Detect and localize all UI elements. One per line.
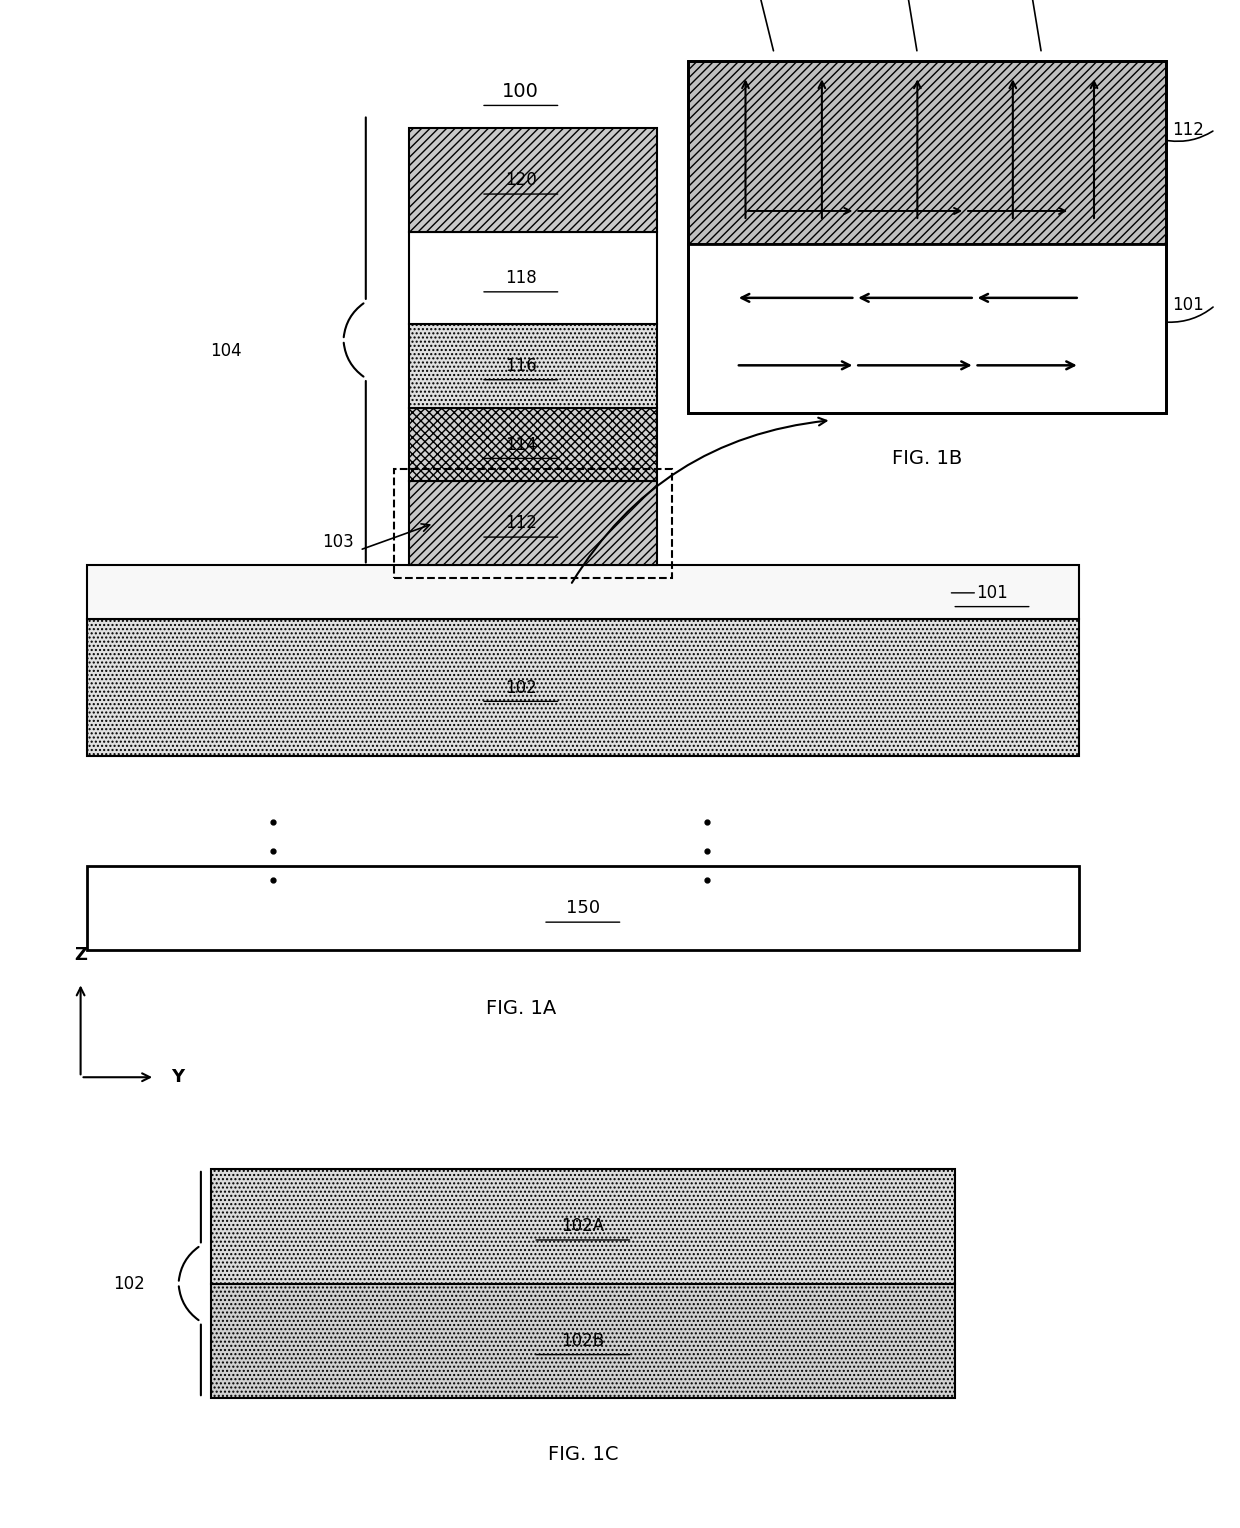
Text: FIG. 1A: FIG. 1A — [486, 999, 556, 1018]
Text: 116: 116 — [505, 358, 537, 374]
Bar — [409, 408, 657, 481]
Text: 102B: 102B — [562, 1332, 604, 1349]
Text: 102: 102 — [113, 1274, 145, 1293]
Bar — [409, 481, 657, 565]
Text: 101: 101 — [976, 584, 1008, 602]
Text: 103: 103 — [321, 533, 353, 552]
Text: 100: 100 — [502, 83, 539, 101]
Bar — [211, 1284, 955, 1398]
Bar — [409, 232, 657, 324]
Bar — [394, 469, 672, 578]
Text: 112: 112 — [505, 515, 537, 532]
Text: 102: 102 — [505, 678, 537, 697]
Bar — [211, 1169, 955, 1284]
Text: FIG. 1C: FIG. 1C — [548, 1445, 618, 1464]
Text: 104: 104 — [210, 342, 242, 361]
Text: FIG. 1B: FIG. 1B — [893, 449, 962, 468]
Bar — [87, 565, 1079, 619]
Bar — [688, 61, 1166, 244]
Text: 114: 114 — [505, 435, 537, 454]
Text: 101: 101 — [1172, 296, 1204, 315]
Text: 102A: 102A — [562, 1218, 604, 1235]
Text: 120: 120 — [505, 171, 537, 189]
Bar — [87, 866, 1079, 950]
Bar — [688, 244, 1166, 413]
Bar — [688, 61, 1166, 413]
Text: Y: Y — [171, 1068, 185, 1086]
Bar — [409, 324, 657, 408]
Bar — [87, 619, 1079, 756]
Text: Z: Z — [74, 946, 87, 964]
Bar — [409, 128, 657, 232]
Text: 112: 112 — [1172, 121, 1204, 139]
Text: 150: 150 — [565, 900, 600, 917]
Text: 118: 118 — [505, 269, 537, 287]
